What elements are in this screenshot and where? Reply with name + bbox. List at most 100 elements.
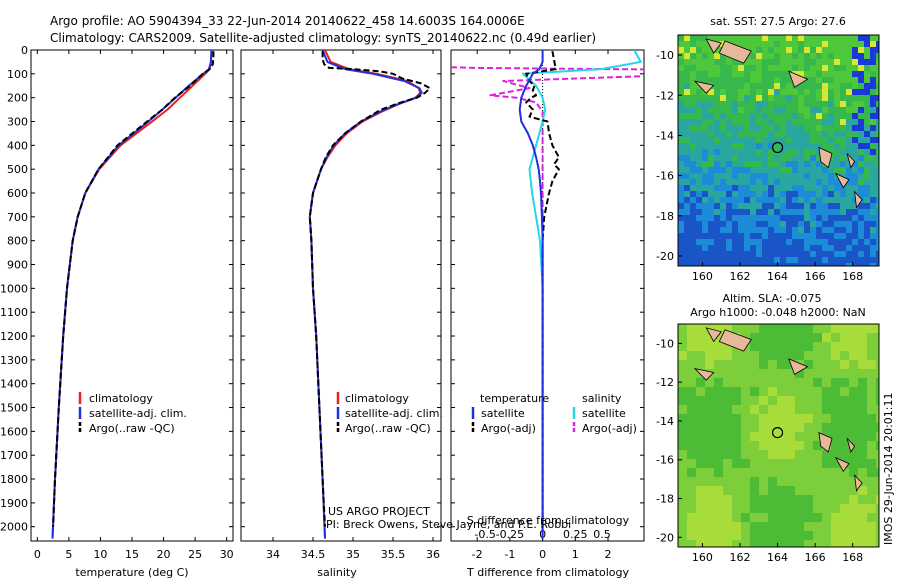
map-cell (732, 197, 739, 204)
map-cell (744, 77, 751, 84)
map-cell (702, 221, 709, 228)
map-cell (813, 423, 823, 433)
map-cell (798, 59, 805, 66)
map-cell (696, 41, 703, 48)
map-cell (732, 215, 739, 222)
x-tick-label: -2 (472, 548, 483, 561)
map-cell (696, 239, 703, 246)
map-cell (768, 441, 778, 451)
map-cell (750, 324, 760, 334)
map-cell (780, 131, 787, 138)
map-cell (702, 53, 709, 60)
map-cell (810, 131, 817, 138)
map-cell (831, 450, 841, 460)
map-cell (834, 71, 841, 78)
map-cell (696, 161, 703, 168)
map-cell (714, 504, 724, 514)
map-cell (780, 197, 787, 204)
map-cell (786, 333, 796, 343)
map-cell (870, 263, 877, 266)
map-cell (810, 203, 817, 210)
map-cell (780, 185, 787, 192)
map-cell (750, 215, 757, 222)
map-cell (714, 405, 724, 415)
map-cell (732, 191, 739, 198)
map-cell (774, 257, 781, 264)
map-cell (714, 263, 721, 266)
depth-tick-label: 1500 (0, 402, 28, 415)
map-cell (714, 209, 721, 216)
map-cell (858, 513, 868, 523)
map-cell (732, 221, 739, 228)
map-cell (822, 378, 832, 388)
map-cell (726, 173, 733, 180)
map-cell (864, 35, 871, 42)
map-cell (786, 257, 793, 264)
map-cell (822, 191, 829, 198)
series-line-satellite-adj-clim- (308, 50, 423, 539)
map-cell (810, 215, 817, 222)
map-cell (810, 89, 817, 96)
map-cell (852, 119, 859, 126)
map-cell (876, 531, 879, 541)
map-cell (822, 71, 829, 78)
map-cell (864, 89, 871, 96)
map-cell (714, 161, 721, 168)
map-cell (867, 495, 877, 505)
map-cell (822, 221, 829, 228)
map-y-tick-label: -16 (656, 454, 674, 467)
map-cell (696, 360, 706, 370)
map-cell (705, 342, 715, 352)
map-cell (780, 191, 787, 198)
map-cell (804, 71, 811, 78)
map-cell (786, 522, 796, 532)
map-cell (792, 131, 799, 138)
x-tick-label: -1 (504, 548, 515, 561)
map-cell (702, 95, 709, 102)
map-cell (792, 59, 799, 66)
map-cell (876, 95, 879, 102)
map-cell (768, 89, 775, 96)
map-cell (777, 378, 787, 388)
map-cell (768, 459, 778, 469)
map-cell (840, 513, 850, 523)
map-cell (696, 522, 706, 532)
map-cell (759, 378, 769, 388)
map-cell (792, 215, 799, 222)
map-cell (768, 107, 775, 114)
map-cell (792, 137, 799, 144)
map-cell (768, 477, 778, 487)
map-cell (702, 233, 709, 240)
map-cell (804, 113, 811, 120)
map-cell (858, 161, 865, 168)
map-cell (741, 540, 751, 547)
series-line-salinity-satellite (522, 50, 642, 539)
map-cell (696, 77, 703, 84)
map-cell (744, 173, 751, 180)
map-cell (834, 41, 841, 48)
map-cell (804, 540, 814, 547)
map-cell (786, 486, 796, 496)
map-cell (798, 185, 805, 192)
map-cell (822, 167, 829, 174)
map-cell (792, 233, 799, 240)
map-cell (687, 468, 697, 478)
map-cell (690, 263, 697, 266)
map-cell (750, 173, 757, 180)
map-cell (804, 77, 811, 84)
map-cell (702, 215, 709, 222)
map-cell (696, 495, 706, 505)
map-cell (792, 113, 799, 120)
map-cell (696, 113, 703, 120)
map-cell (720, 89, 727, 96)
map-cell (750, 83, 757, 90)
map-cell (774, 227, 781, 234)
map-cell (741, 387, 751, 397)
map-cell (831, 495, 841, 505)
map-cell (714, 468, 724, 478)
map-cell (696, 71, 703, 78)
map-cell (816, 83, 823, 90)
map-cell (822, 89, 829, 96)
map-cell (732, 495, 742, 505)
island-land (718, 40, 752, 64)
